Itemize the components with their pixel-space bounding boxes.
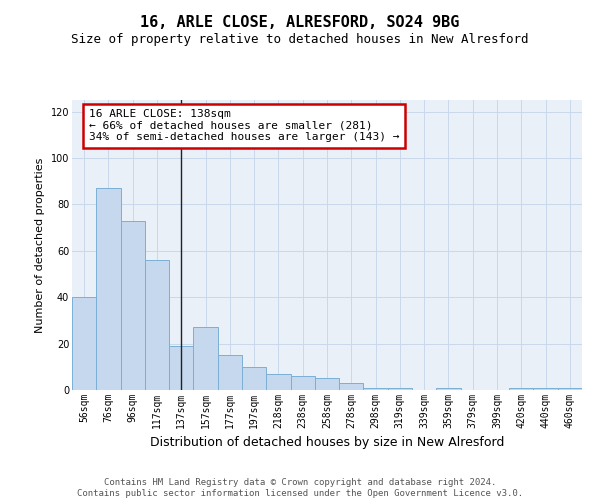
Bar <box>218 355 242 390</box>
Bar <box>266 374 290 390</box>
Bar <box>290 376 315 390</box>
Bar <box>72 297 96 390</box>
Text: 16, ARLE CLOSE, ALRESFORD, SO24 9BG: 16, ARLE CLOSE, ALRESFORD, SO24 9BG <box>140 15 460 30</box>
Bar <box>121 220 145 390</box>
Bar <box>96 188 121 390</box>
Bar <box>193 328 218 390</box>
Y-axis label: Number of detached properties: Number of detached properties <box>35 158 45 332</box>
Bar <box>533 388 558 390</box>
Text: Contains HM Land Registry data © Crown copyright and database right 2024.
Contai: Contains HM Land Registry data © Crown c… <box>77 478 523 498</box>
Bar <box>436 388 461 390</box>
Bar <box>509 388 533 390</box>
Text: 16 ARLE CLOSE: 138sqm
← 66% of detached houses are smaller (281)
34% of semi-det: 16 ARLE CLOSE: 138sqm ← 66% of detached … <box>89 110 400 142</box>
Text: Size of property relative to detached houses in New Alresford: Size of property relative to detached ho… <box>71 32 529 46</box>
Bar <box>145 260 169 390</box>
Bar <box>388 388 412 390</box>
Bar <box>242 367 266 390</box>
Bar <box>169 346 193 390</box>
Bar <box>558 388 582 390</box>
Bar <box>315 378 339 390</box>
X-axis label: Distribution of detached houses by size in New Alresford: Distribution of detached houses by size … <box>150 436 504 450</box>
Bar <box>339 383 364 390</box>
Bar <box>364 388 388 390</box>
